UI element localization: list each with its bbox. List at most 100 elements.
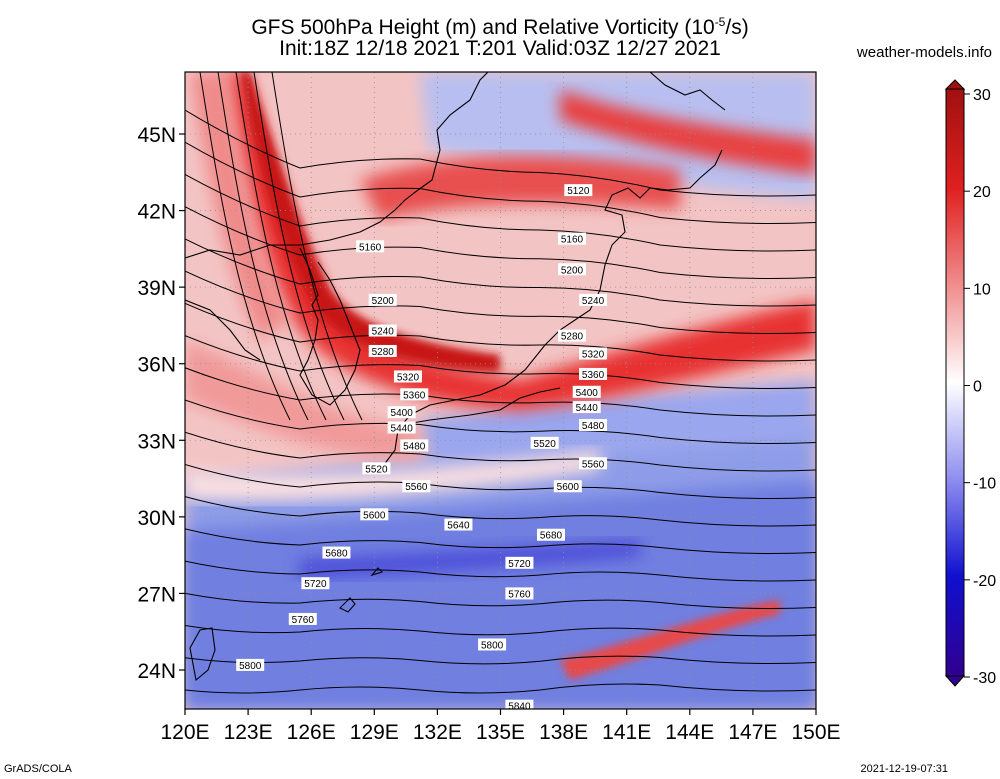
contour-label: 5560 (579, 457, 608, 470)
contour-label: 5360 (400, 388, 429, 401)
svg-text:5680: 5680 (325, 549, 348, 560)
height-contour-line (185, 528, 816, 555)
svg-text:5160: 5160 (359, 242, 382, 253)
footer-software-label: GrADS/COLA (4, 763, 72, 775)
svg-text:5280: 5280 (561, 332, 584, 343)
lon-label: 132E (413, 721, 462, 744)
lat-label: 33N (137, 430, 176, 453)
contour-label: 5200 (368, 293, 397, 307)
contour-label: 5600 (553, 480, 582, 493)
lon-label: 120E (160, 721, 209, 744)
svg-text:5760: 5760 (508, 589, 531, 600)
contour-label: 5800 (236, 658, 265, 672)
svg-text:5440: 5440 (391, 424, 414, 435)
lon-label: 141E (602, 721, 651, 744)
contour-label: 5600 (360, 508, 389, 521)
height-contour-line (185, 141, 816, 225)
height-contour-line (185, 206, 816, 280)
lat-label: 24N (137, 660, 176, 683)
lat-label: 36N (137, 354, 176, 377)
map-axes: 45N 42N 39N 36N 33N 30N 27N 24N 120E 123E 126E 129E… (137, 124, 840, 744)
footer-timestamp: 2021-12-19-07:31 (860, 763, 948, 775)
lon-label: 129E (350, 721, 399, 744)
svg-text:5480: 5480 (403, 441, 426, 452)
svg-text:5480: 5480 (582, 421, 605, 432)
lon-label: 135E (476, 721, 525, 744)
lon-label: 123E (224, 721, 273, 744)
svg-text:5680: 5680 (540, 531, 563, 542)
height-contour-line (185, 238, 816, 307)
svg-text:5560: 5560 (582, 459, 605, 470)
colorbar-bottom-arrow (944, 675, 966, 687)
colorbar: 30 20 10 0 -10 -20 -30 (944, 79, 996, 687)
svg-text:5720: 5720 (304, 579, 327, 590)
svg-text:5720: 5720 (508, 559, 531, 570)
colorbar-top-arrow (944, 79, 966, 90)
svg-text:5640: 5640 (447, 521, 470, 532)
svg-text:5360: 5360 (403, 390, 426, 401)
contour-labels: 5120 5160 5160 5200 5200 5240 5240 5280 5280 5320… (236, 184, 608, 713)
contour-label: 5240 (368, 324, 397, 338)
svg-text:5520: 5520 (534, 439, 557, 450)
colorbar-tick-label: 10 (973, 281, 991, 298)
contour-label: 5320 (393, 370, 422, 383)
height-contour-line (185, 592, 816, 610)
map-title-line2: Init:18Z 12/18 2021 T:201 Valid:03Z 12/2… (279, 37, 721, 60)
svg-text:5160: 5160 (561, 235, 584, 246)
svg-text:5760: 5760 (292, 615, 315, 626)
svg-text:5600: 5600 (363, 510, 386, 521)
svg-text:5200: 5200 (372, 296, 395, 307)
colorbar-tick-label: 30 (973, 87, 991, 104)
contour-label: 5760 (288, 612, 317, 626)
lat-label: 30N (137, 507, 176, 530)
height-contour-line (217, 72, 309, 421)
svg-text:5400: 5400 (576, 388, 599, 399)
height-contour-line (185, 367, 816, 417)
lon-label: 150E (791, 721, 840, 744)
contour-label: 5520 (530, 436, 559, 450)
contour-label: 5760 (505, 587, 534, 600)
contour-label: 5280 (558, 329, 587, 343)
svg-text:5560: 5560 (405, 482, 428, 493)
svg-text:5600: 5600 (557, 482, 580, 493)
svg-text:5840: 5840 (508, 702, 531, 713)
svg-text:5320: 5320 (397, 372, 420, 383)
height-contour-line (185, 431, 816, 472)
colorbar-gradient (945, 88, 965, 677)
lon-label: 144E (665, 721, 714, 744)
svg-text:5280: 5280 (372, 347, 395, 358)
lon-label: 126E (287, 721, 336, 744)
contour-label: 5800 (478, 638, 507, 651)
svg-text:5400: 5400 (391, 408, 414, 419)
contour-label: 5440 (387, 421, 416, 435)
contour-label: 5720 (301, 577, 330, 590)
contour-label: 5680 (536, 528, 565, 542)
contour-label: 5720 (505, 556, 534, 570)
height-contour-line (185, 463, 816, 500)
height-contour-line (185, 496, 816, 527)
svg-text:5240: 5240 (582, 296, 605, 307)
contour-label: 5240 (579, 293, 608, 307)
contour-label: 5280 (368, 344, 397, 358)
contour-label: 5520 (362, 462, 391, 475)
contour-label: 5480 (400, 439, 429, 452)
colorbar-tick-label: 0 (973, 379, 982, 396)
height-contour-line (185, 655, 816, 665)
height-contour-line (185, 560, 816, 582)
colorbar-tick-label: 20 (973, 184, 991, 201)
height-contour-line (235, 72, 327, 421)
height-contour-line (185, 625, 816, 637)
coastlines (185, 72, 726, 682)
svg-text:5320: 5320 (582, 350, 605, 361)
contour-label: 5840 (505, 699, 534, 713)
height-contour-line (271, 72, 363, 421)
height-contours (185, 72, 816, 694)
contour-label: 5160 (558, 232, 587, 246)
height-contour-line (185, 399, 816, 445)
svg-text:5800: 5800 (481, 640, 504, 651)
lat-label: 39N (137, 277, 176, 300)
svg-text:5440: 5440 (576, 403, 599, 414)
height-contour-line (185, 302, 816, 362)
height-contour-line (185, 683, 816, 694)
height-contour-line (253, 72, 345, 421)
